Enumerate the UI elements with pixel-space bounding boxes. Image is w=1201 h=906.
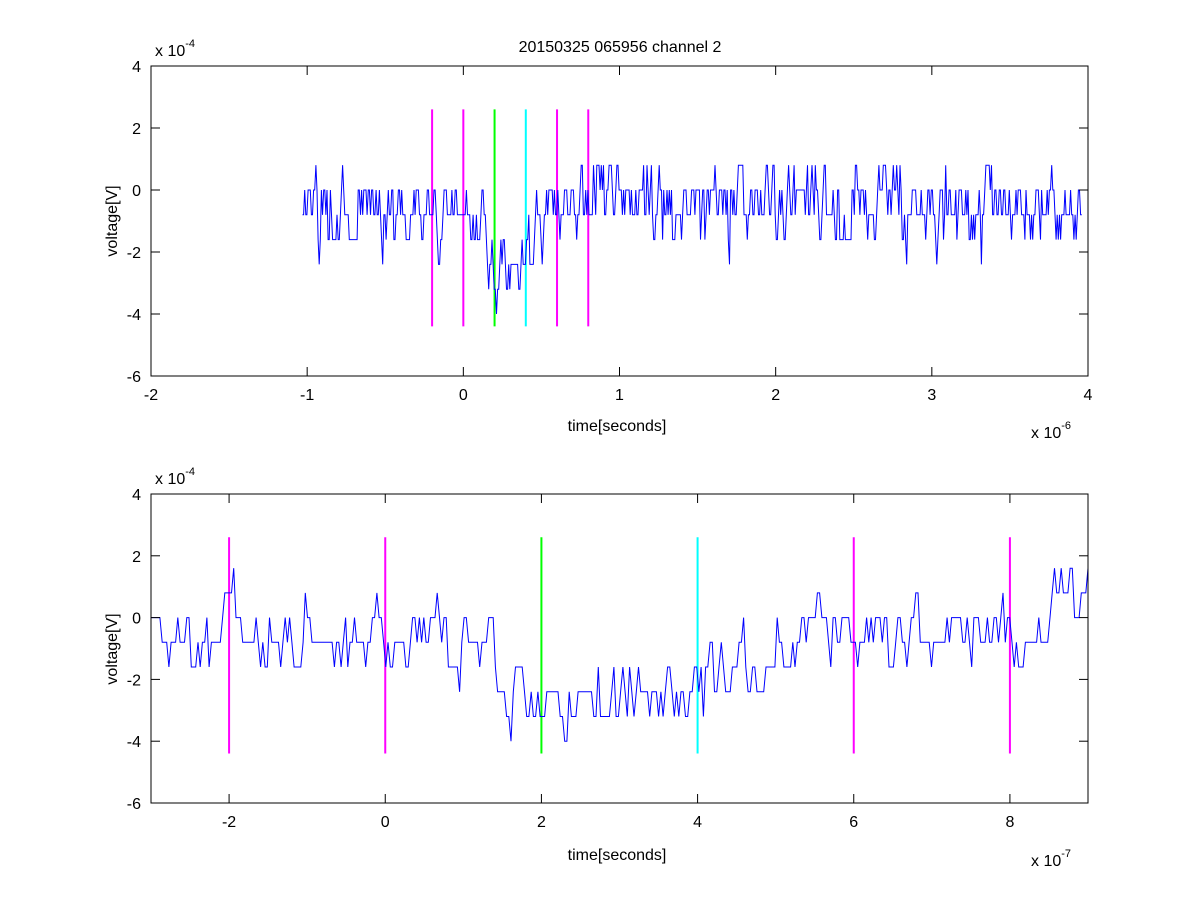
- top-title: 20150325 065956 channel 2: [519, 39, 722, 56]
- top-x-ticks: -2 -1 0 1 2 3 4: [144, 66, 1093, 404]
- top-subplot: 20150325 065956 channel 2 -2 -1 0 1 2 3 4 -6 -4…: [104, 38, 1093, 442]
- y-tick-label: -6: [127, 369, 141, 386]
- x-tick-label: 3: [927, 387, 936, 404]
- x-tick-label: -1: [300, 387, 314, 404]
- bottom-x-multiplier-exponent: -7: [1061, 848, 1071, 860]
- bottom-y-label: voltage[V]: [104, 613, 121, 684]
- x-tick-label: 0: [459, 387, 468, 404]
- bottom-x-multiplier-base: x 10: [1031, 853, 1061, 870]
- bottom-markers: [228, 537, 1011, 754]
- bottom-y-multiplier: x 10-4: [155, 466, 195, 488]
- top-y-multiplier-exponent: -4: [185, 38, 195, 50]
- x-tick-label: 1: [615, 387, 624, 404]
- bottom-signal: [151, 567, 1089, 742]
- y-tick-label: -6: [127, 796, 141, 813]
- y-tick-label: -4: [127, 307, 141, 324]
- top-y-multiplier: x 10-4: [155, 38, 195, 60]
- top-y-label: voltage[V]: [104, 185, 121, 256]
- bottom-axes-frame: [150, 493, 1089, 804]
- y-tick-label: 2: [132, 121, 141, 138]
- x-tick-label: -2: [222, 814, 236, 831]
- x-tick-label: 2: [771, 387, 780, 404]
- top-x-multiplier-exponent: -6: [1061, 420, 1071, 432]
- y-tick-label: 0: [132, 611, 141, 628]
- y-tick-label: 2: [132, 549, 141, 566]
- y-tick-label: 0: [132, 183, 141, 200]
- top-y-multiplier-base: x 10: [155, 43, 185, 60]
- x-tick-label: 6: [849, 814, 858, 831]
- top-x-multiplier: x 10-6: [1031, 420, 1071, 442]
- signal-trace: [151, 567, 1089, 742]
- x-tick-label: 4: [693, 814, 702, 831]
- bottom-y-multiplier-exponent: -4: [185, 466, 195, 478]
- top-y-ticks: -6 -4 -2 0 2 4: [127, 59, 1088, 386]
- top-x-label: time[seconds]: [568, 418, 667, 435]
- y-tick-label: -4: [127, 734, 141, 751]
- y-tick-label: -2: [127, 672, 141, 689]
- bottom-x-ticks: -2 0 2 4 6 8: [222, 494, 1014, 831]
- y-tick-label: 4: [132, 59, 141, 76]
- bottom-x-multiplier: x 10-7: [1031, 848, 1071, 870]
- bottom-y-ticks: -6 -4 -2 0 2 4: [127, 487, 1088, 813]
- x-tick-label: 4: [1084, 387, 1093, 404]
- bottom-subplot: -2 0 2 4 6 8 -6 -4 -2 0 2 4 time[seconds] voltage[…: [104, 466, 1089, 870]
- top-markers: [431, 109, 590, 327]
- signal-trace: [302, 164, 1082, 315]
- y-tick-label: 4: [132, 487, 141, 504]
- x-tick-label: 0: [381, 814, 390, 831]
- top-signal: [302, 164, 1082, 315]
- y-tick-label: -2: [127, 245, 141, 262]
- x-tick-label: 2: [537, 814, 546, 831]
- x-tick-label: 8: [1005, 814, 1014, 831]
- bottom-x-label: time[seconds]: [568, 847, 667, 864]
- top-x-multiplier-base: x 10: [1031, 425, 1061, 442]
- x-tick-label: -2: [144, 387, 158, 404]
- bottom-y-multiplier-base: x 10: [155, 471, 185, 488]
